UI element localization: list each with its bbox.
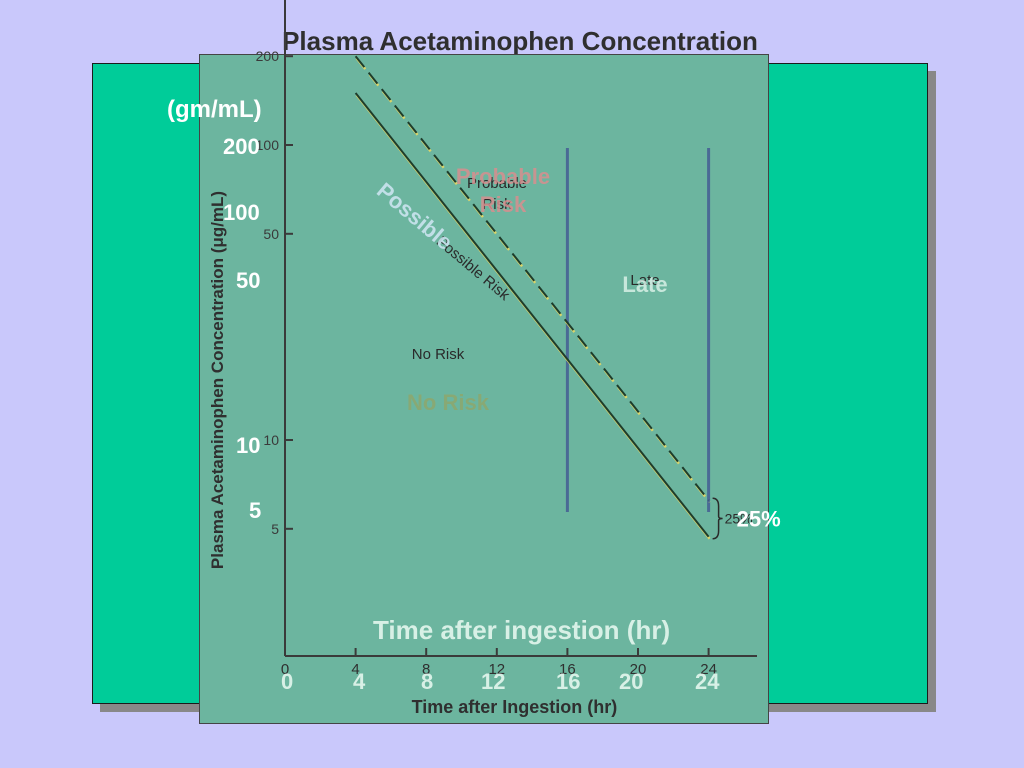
region-label-risk: Risk	[482, 196, 512, 213]
overlay-xtick-20: 20	[619, 669, 644, 694]
overlay-ytick-200: 200	[223, 134, 260, 159]
overlay-label-risk: Risk	[480, 192, 527, 217]
x-tick-label-12: 12	[488, 661, 505, 678]
region-label-no-risk: No Risk	[412, 346, 465, 363]
slide-title: Plasma Acetaminophen Concentration	[282, 26, 758, 56]
overlay-xtick-0: 0	[281, 669, 294, 694]
overlay-xtick-24: 24	[695, 669, 720, 694]
y-tick-label-5: 5	[271, 521, 279, 537]
overlay-label-probable: Probable	[456, 164, 550, 189]
y-tick-label-50: 50	[263, 226, 279, 242]
chart-panel	[199, 54, 769, 724]
overlay-ytick-50: 50	[236, 268, 261, 293]
bracket-label-small: 25%	[725, 510, 753, 526]
overlay-ytick-10: 10	[236, 433, 261, 458]
x-tick-label-4: 4	[351, 661, 359, 678]
overlay-xaxis-label: Time after ingestion (hr)	[373, 615, 671, 645]
bracket-25-percent	[712, 497, 723, 540]
possible-risk-line	[354, 92, 710, 538]
probable-risk-line	[354, 55, 710, 501]
y-tick-label-200: 200	[256, 48, 280, 64]
x-tick-label-20: 20	[630, 661, 647, 678]
y-axis-title: Plasma Acetaminophen Concentration (μg/m…	[208, 191, 227, 569]
overlay-xtick-12: 12	[481, 669, 506, 694]
x-tick-label-24: 24	[700, 661, 717, 678]
region-label-probable: Probable	[467, 175, 527, 192]
x-tick-label-8: 8	[422, 661, 430, 678]
overlay-label-no-risk: No Risk	[407, 390, 490, 415]
x-tick-label-0: 0	[281, 661, 289, 678]
y-tick-label-10: 10	[263, 432, 279, 448]
percent-overlay-label: 25%	[737, 506, 781, 531]
region-label-late: Late	[630, 272, 659, 289]
overlay-ytick-5: 5	[249, 498, 262, 523]
overlay-xtick-4: 4	[353, 669, 366, 694]
x-tick-label-16: 16	[559, 661, 576, 678]
overlay-xtick-16: 16	[556, 669, 581, 694]
x-axis-title: Time after Ingestion (hr)	[412, 697, 618, 717]
unit-label: (gm/mL)	[167, 96, 262, 123]
overlay-xtick-8: 8	[421, 669, 434, 694]
y-tick-label-100: 100	[256, 137, 280, 153]
overlay-label-late: Late	[622, 272, 667, 297]
overlay-label-possible: Possible	[372, 178, 457, 255]
overlay-ytick-100: 100	[223, 200, 260, 225]
